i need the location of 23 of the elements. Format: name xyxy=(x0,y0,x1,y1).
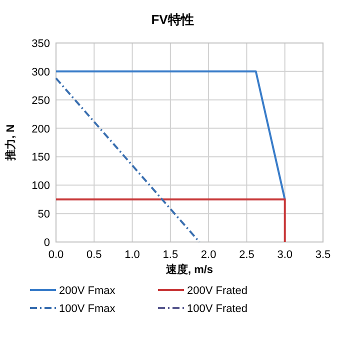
chart-title: FV特性 xyxy=(151,12,194,27)
y-axis-title: 推力, N xyxy=(4,124,17,162)
y-tick-label: 250 xyxy=(32,94,50,107)
legend-label: 200V Frated xyxy=(187,285,248,297)
x-tick-label: 1.0 xyxy=(124,249,140,261)
x-tick-label: 3.0 xyxy=(277,249,293,261)
x-axis-title: 速度, m/s xyxy=(164,263,214,276)
y-tick-label: 100 xyxy=(32,180,50,192)
legend-label: 100V Fmax xyxy=(59,303,116,315)
y-tick-label: 350 xyxy=(32,38,50,50)
x-tick-label: 0.5 xyxy=(86,249,102,261)
x-tick-label: 3.5 xyxy=(315,249,331,261)
y-tick-label: 300 xyxy=(32,66,50,78)
x-tick-label: 2.5 xyxy=(239,249,254,261)
x-tick-label: 0.0 xyxy=(48,249,64,261)
y-tick-label: 200 xyxy=(32,123,50,136)
legend-label: 200V Fmax xyxy=(59,285,116,297)
y-tick-label: 0 xyxy=(44,237,50,249)
y-tick-label: 150 xyxy=(32,152,50,164)
legend-label: 100V Frated xyxy=(187,303,248,315)
x-tick-label: 1.5 xyxy=(162,249,178,261)
x-tick-label: 2.0 xyxy=(200,249,216,261)
y-tick-label: 50 xyxy=(38,208,50,221)
